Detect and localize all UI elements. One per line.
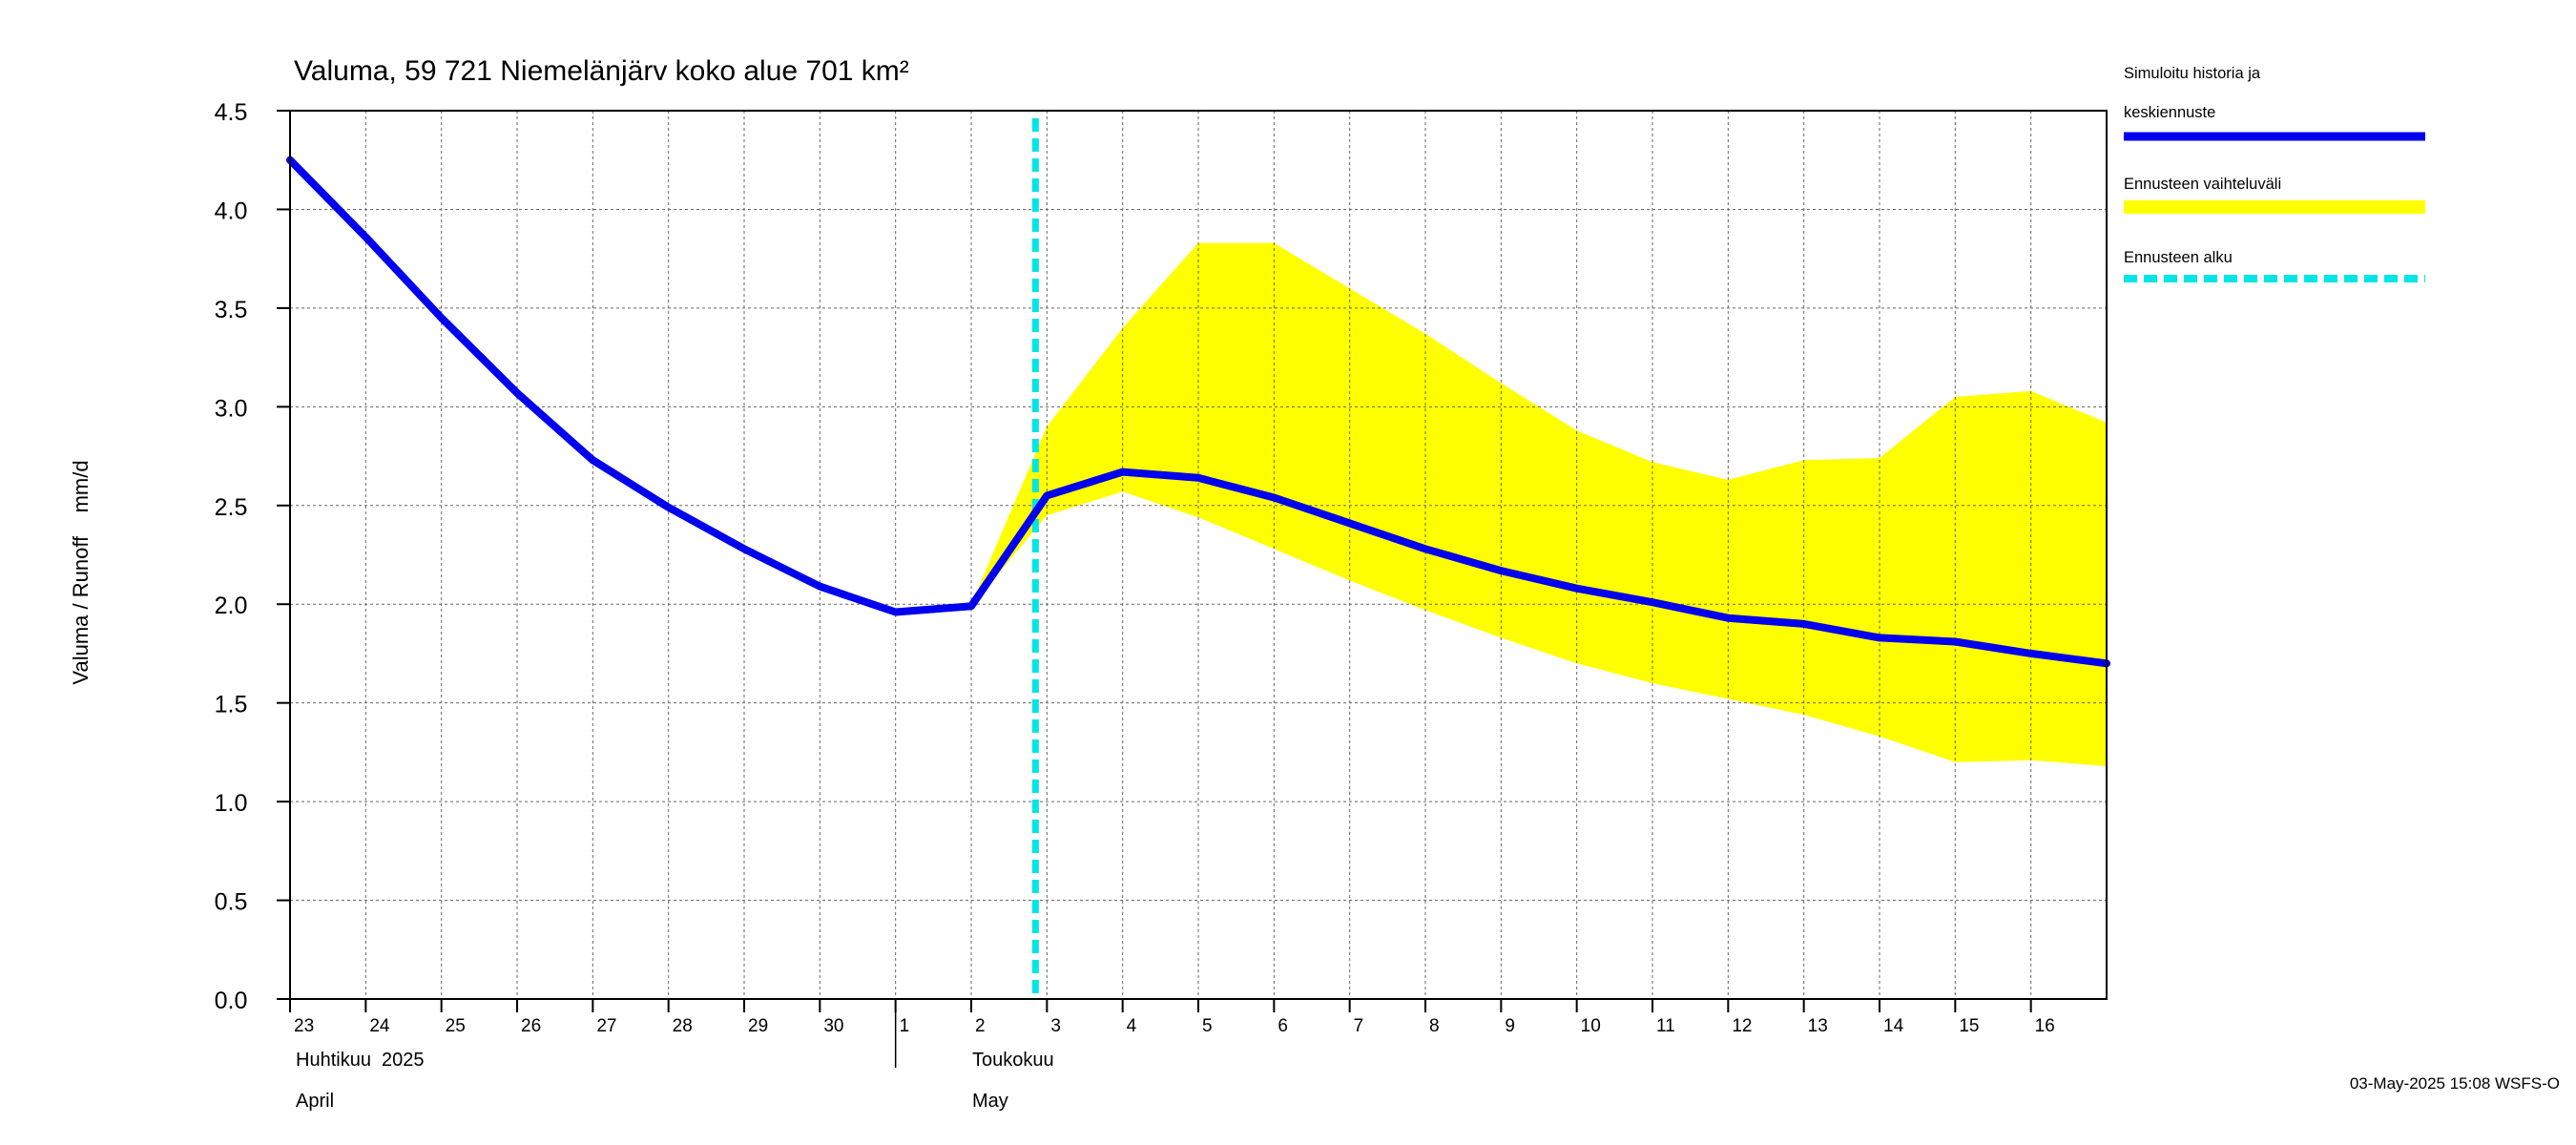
x-tick-label: 3 <box>1050 1016 1061 1036</box>
y-tick-label: 1.0 <box>215 790 248 817</box>
x-tick-label: 9 <box>1505 1016 1515 1036</box>
x-tick-label: 10 <box>1581 1016 1601 1036</box>
y-tick-label: 3.0 <box>215 395 248 422</box>
simulated-runoff-line <box>286 156 2110 668</box>
x-tick-label: 1 <box>900 1016 910 1036</box>
legend: Simuloitu historia ja keskiennuste Ennus… <box>2124 65 2425 282</box>
timestamp: 03-May-2025 15:08 WSFS-O <box>2350 1074 2560 1093</box>
x-tick-label: 13 <box>1808 1016 1828 1036</box>
x-tick-label: 15 <box>1959 1016 1979 1036</box>
x-tick-label: 28 <box>673 1016 693 1036</box>
x-tick-label: 16 <box>2035 1016 2055 1036</box>
month-label-april-en: April <box>296 1091 334 1112</box>
x-tick-label: 7 <box>1354 1016 1364 1036</box>
x-tick-label: 11 <box>1656 1016 1675 1036</box>
chart-title: Valuma, 59 721 Niemelänjärv koko alue 70… <box>294 55 909 87</box>
y-tick-label: 3.5 <box>215 297 248 323</box>
legend-label-forecast-start: Ennusteen alku <box>2124 249 2233 266</box>
month-label-april: Huhtikuu 2025 <box>296 1050 425 1071</box>
y-tick-label: 4.0 <box>215 198 248 224</box>
x-tick-label: 12 <box>1732 1016 1752 1036</box>
x-tick-label: 26 <box>521 1016 541 1036</box>
y-tick-label: 0.5 <box>215 889 248 916</box>
x-tick-label: 5 <box>1202 1016 1213 1036</box>
x-tick-label: 25 <box>446 1016 466 1036</box>
forecast-band-layer <box>971 242 2107 766</box>
legend-label-simulated-2: keskiennuste <box>2124 104 2215 121</box>
month-label-may-en: May <box>972 1091 1008 1112</box>
x-tick-label: 6 <box>1278 1016 1288 1036</box>
y-tick-label: 1.5 <box>215 692 248 718</box>
x-tick-label: 2 <box>975 1016 986 1036</box>
y-tick-label: 2.5 <box>215 494 248 521</box>
grid-lines <box>290 111 2107 999</box>
forecast-range-band <box>971 242 2107 766</box>
legend-label-simulated-1: Simuloitu historia ja <box>2124 65 2261 82</box>
x-axis-ticks: 23 24 25 26 27 28 29 30 1 2 3 4 5 6 7 8 9 10 11 12 13 14 15 16 <box>289 999 2055 1036</box>
x-tick-label: 29 <box>748 1016 768 1036</box>
x-tick-label: 27 <box>596 1016 616 1036</box>
y-axis-ticks: 0.0 0.5 1.0 1.5 2.0 2.5 3.0 3.5 4.0 4.5 <box>215 99 290 1014</box>
y-tick-label: 2.0 <box>215 593 248 619</box>
x-tick-label: 4 <box>1127 1016 1137 1036</box>
plot-frame <box>289 110 2108 1000</box>
month-label-may: Toukokuu <box>972 1050 1054 1071</box>
x-tick-label: 30 <box>823 1016 843 1036</box>
x-tick-label: 24 <box>369 1016 390 1036</box>
x-tick-label: 8 <box>1429 1016 1440 1036</box>
y-tick-label: 4.5 <box>215 99 248 126</box>
y-tick-label: 0.0 <box>215 988 248 1014</box>
x-tick-label: 14 <box>1883 1016 1904 1036</box>
x-tick-label: 23 <box>294 1016 314 1036</box>
legend-label-range: Ennusteen vaihteluväli <box>2124 176 2281 193</box>
y-axis-label: Valuma / Runoff mm/d <box>69 460 93 684</box>
